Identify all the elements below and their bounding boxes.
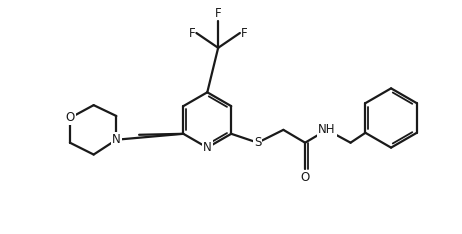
Text: N: N	[203, 141, 212, 154]
Text: O: O	[65, 111, 74, 124]
Text: F: F	[189, 26, 195, 40]
Text: F: F	[215, 7, 221, 20]
Text: NH: NH	[318, 123, 335, 136]
Text: O: O	[300, 171, 310, 184]
Text: S: S	[254, 136, 261, 149]
Text: N: N	[112, 133, 121, 146]
Text: F: F	[241, 26, 248, 40]
